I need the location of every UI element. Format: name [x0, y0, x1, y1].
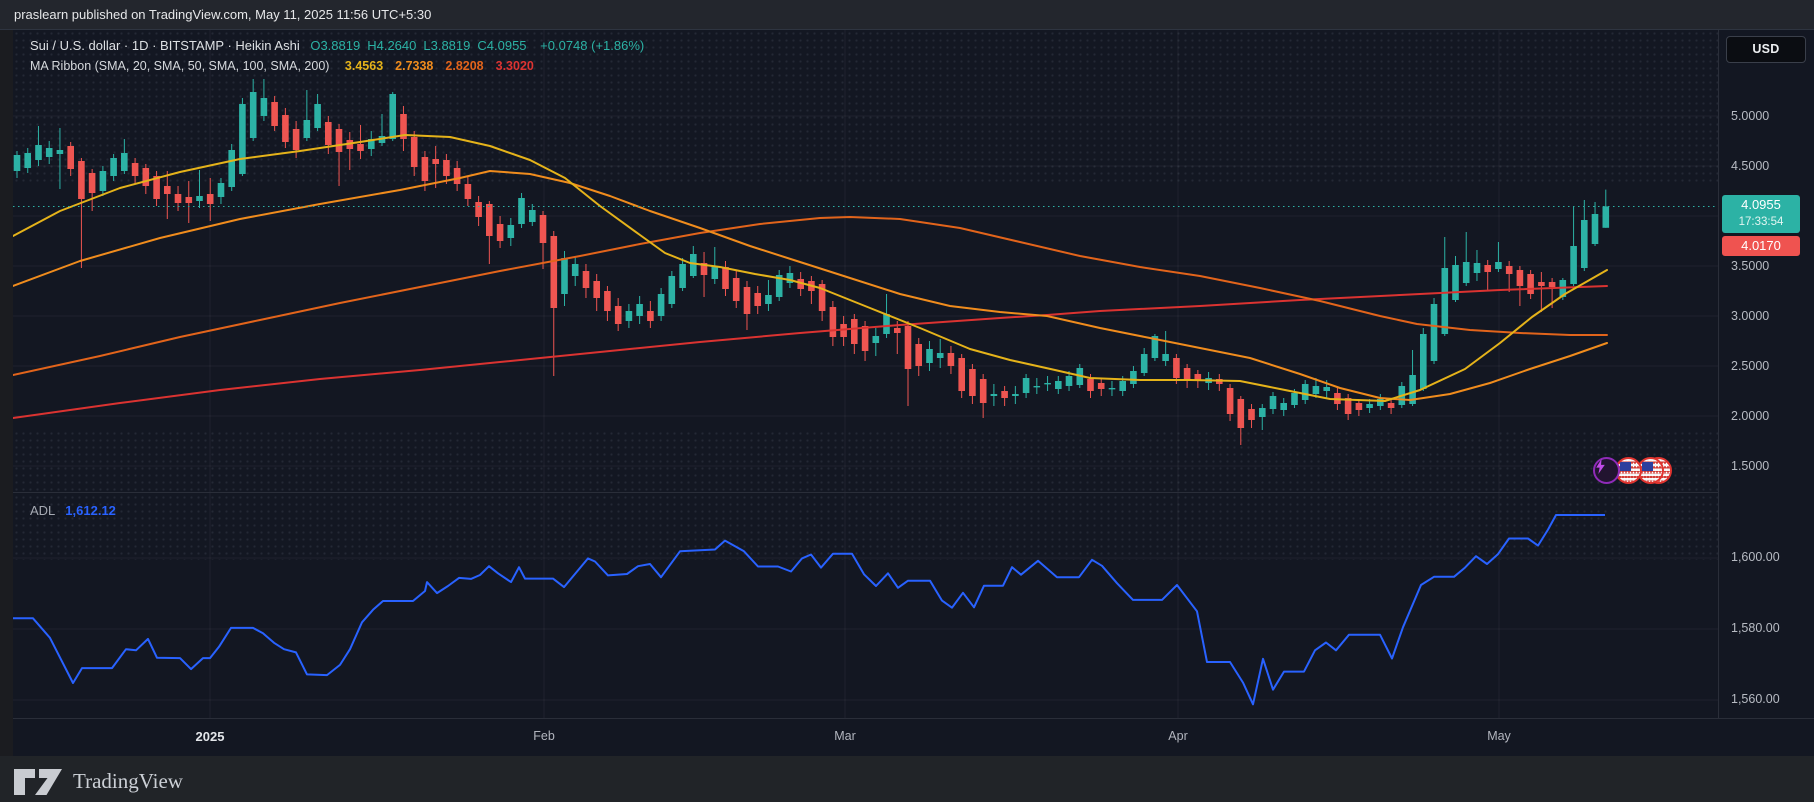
- time-axis-label-may[interactable]: May: [1487, 729, 1511, 743]
- price-tick-2.0000: 2.0000: [1731, 409, 1770, 423]
- price-tick-3.0000: 3.0000: [1731, 309, 1770, 323]
- ohlc-o: O3.8819: [310, 38, 361, 53]
- price-pane-canvas[interactable]: Sui / U.S. dollar · 1D · BITSTAMP · Heik…: [13, 30, 1718, 492]
- adl-pane-canvas[interactable]: ADL 1,612.12: [13, 492, 1718, 718]
- publish-header-text: praslearn published on TradingView.com, …: [14, 7, 432, 22]
- bar-countdown-timer: 17:33:54: [1738, 216, 1784, 228]
- ohlc-l: L3.8819: [423, 38, 471, 53]
- price-tick-4.5000: 4.5000: [1731, 159, 1770, 173]
- last-price-badge: 4.0955 17:33:54: [1722, 195, 1800, 233]
- ma-ribbon-values: 3.4563 2.7338 2.8208 3.3020: [333, 59, 534, 73]
- price-scale-axis[interactable]: 4.0955 17:33:54 4.0170 5.0000 4.5000 3.500…: [1718, 30, 1814, 718]
- price-tick-3.5000: 3.5000: [1731, 259, 1770, 273]
- ma-value-2: 2.8208: [445, 59, 484, 73]
- change-value: +0.0748 (+1.86%): [540, 38, 645, 53]
- adl-chart[interactable]: [13, 493, 1718, 718]
- ohlc-h: H4.2640: [367, 38, 417, 53]
- time-axis-label-feb[interactable]: Feb: [533, 729, 555, 743]
- lightning-bolt: [1596, 459, 1605, 474]
- price-tick-5.0000: 5.0000: [1731, 109, 1770, 123]
- page-footer: TradingView: [0, 756, 1814, 802]
- ma-value-0: 3.4563: [344, 59, 384, 73]
- tradingview-logo-text: TradingView: [73, 768, 183, 793]
- price-tick-1.5000: 1.5000: [1731, 459, 1770, 473]
- ma-ribbon-legend-row[interactable]: MA Ribbon (SMA, 20, SMA, 50, SMA, 100, S…: [30, 56, 644, 76]
- lightning-event-icon[interactable]: [1593, 457, 1620, 484]
- ohlc-values: O3.8819 H4.2640 L3.8819 C4.0955: [303, 38, 526, 53]
- time-axis-label-2025[interactable]: 2025: [195, 729, 225, 744]
- ma-value-3: 3.3020: [495, 59, 534, 73]
- adl-legend-row[interactable]: ADL 1,612.12: [30, 503, 116, 518]
- chart-widget[interactable]: Sui / U.S. dollar · 1D · BITSTAMP · Heik…: [13, 30, 1814, 756]
- price-chart[interactable]: [13, 30, 1718, 492]
- symbol-legend-row[interactable]: Sui / U.S. dollar · 1D · BITSTAMP · Heik…: [30, 36, 644, 56]
- currency-toggle-button[interactable]: USD: [1726, 36, 1806, 63]
- adl-tick-1,580.00: 1,580.00: [1731, 621, 1780, 635]
- ma-ribbon-label: MA Ribbon (SMA, 20, SMA, 50, SMA, 100, S…: [30, 59, 330, 73]
- adl-tick-1,600.00: 1,600.00: [1731, 550, 1780, 564]
- adl-indicator-name: ADL: [30, 503, 56, 518]
- publish-header: praslearn published on TradingView.com, …: [0, 0, 1814, 30]
- tradingview-logo-icon: [14, 769, 62, 795]
- time-axis-label-mar[interactable]: Mar: [834, 729, 856, 743]
- price-tick-2.5000: 2.5000: [1731, 359, 1770, 373]
- adl-indicator-value: 1,612.12: [65, 503, 116, 518]
- time-scale-axis[interactable]: 2025 Feb Mar Apr May: [13, 718, 1814, 756]
- prev-price-badge: 4.0170: [1722, 236, 1800, 256]
- tradingview-logo[interactable]: TradingView: [12, 765, 183, 797]
- adl-tick-1,560.00: 1,560.00: [1731, 692, 1780, 706]
- last-price-value: 4.0955: [1741, 197, 1781, 212]
- ma-value-1: 2.7338: [395, 59, 434, 73]
- symbol-title: Sui / U.S. dollar · 1D · BITSTAMP · Heik…: [30, 38, 300, 53]
- ohlc-c: C4.0955: [477, 38, 527, 53]
- time-axis-label-apr[interactable]: Apr: [1168, 729, 1188, 743]
- chart-legend: Sui / U.S. dollar · 1D · BITSTAMP · Heik…: [30, 36, 644, 76]
- page-left-gutter: [0, 30, 13, 756]
